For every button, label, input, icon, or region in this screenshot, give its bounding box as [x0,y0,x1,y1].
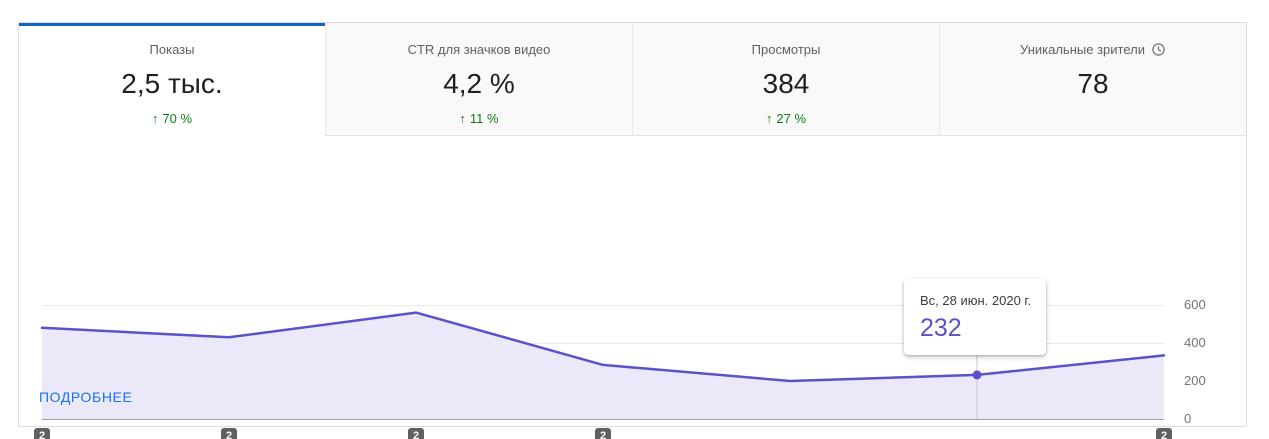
tab-impressions[interactable]: Показы 2,5 тыс. ↑ 70 % [19,23,325,136]
y-axis-tick-600: 600 [1184,297,1206,312]
tab-views-value: 384 [762,68,810,99]
analytics-card: Показы 2,5 тыс. ↑ 70 % CTR для значков ви… [18,22,1247,439]
video-published-badge[interactable]: 2 [221,428,237,439]
tab-ctr-value: 4,2 % [443,68,515,99]
y-axis-tick-0: 0 [1184,411,1192,426]
delta-text: 11 % [469,111,499,126]
chart-tooltip: Вс, 28 июн. 2020 г. 232 [904,279,1046,355]
tab-ctr-delta: ↑ 11 % [326,111,632,126]
metric-tabs: Показы 2,5 тыс. ↑ 70 % CTR для значков ви… [19,23,1246,136]
gridline-400 [42,343,1164,344]
highlighted-point[interactable] [972,370,982,380]
up-arrow-icon: ↑ [459,111,466,126]
tab-views-label: Просмотры [751,42,821,57]
gridline-0-baseline [42,419,1164,420]
delta-text: 27 % [776,111,807,126]
video-published-badge[interactable]: 2 [34,428,50,439]
area-line-plot [40,311,1166,419]
tab-unique-viewers[interactable]: Уникальные зрители 78 [939,23,1246,136]
video-count-badges: 2 2 2 2 2 [34,428,1172,439]
video-published-badge[interactable]: 2 [1156,428,1172,439]
delta-text: 70 % [162,111,193,126]
up-arrow-icon: ↑ [151,111,159,126]
see-more-link[interactable]: ПОДРОБНЕЕ [39,389,133,405]
tab-unique-viewers-label-text: Уникальные зрители [1020,42,1145,57]
tab-impressions-value: 2,5 тыс. [121,68,223,99]
tab-ctr[interactable]: CTR для значков видео 4,2 % ↑ 11 % [325,23,632,136]
tab-impressions-delta: ↑ 70 % [19,111,325,126]
tooltip-value: 232 [920,314,962,342]
tab-views-delta: ↑ 27 % [633,111,939,126]
tab-ctr-label: CTR для значков видео [407,42,551,57]
clock-icon [1151,42,1166,57]
video-published-badge[interactable]: 2 [595,428,611,439]
y-axis-tick-400: 400 [1184,335,1206,350]
y-axis-tick-200: 200 [1184,373,1206,388]
up-arrow-icon: ↑ [765,111,773,126]
gridline-600 [42,305,1164,306]
tab-views[interactable]: Просмотры 384 ↑ 27 % [632,23,939,136]
tab-impressions-label: Показы [149,42,195,57]
tooltip-date: Вс, 28 июн. 2020 г. [920,293,1032,308]
tab-unique-viewers-value: 78 [1077,68,1109,99]
tab-unique-viewers-label: Уникальные зрители [1020,42,1166,57]
video-published-badge[interactable]: 2 [408,428,424,439]
